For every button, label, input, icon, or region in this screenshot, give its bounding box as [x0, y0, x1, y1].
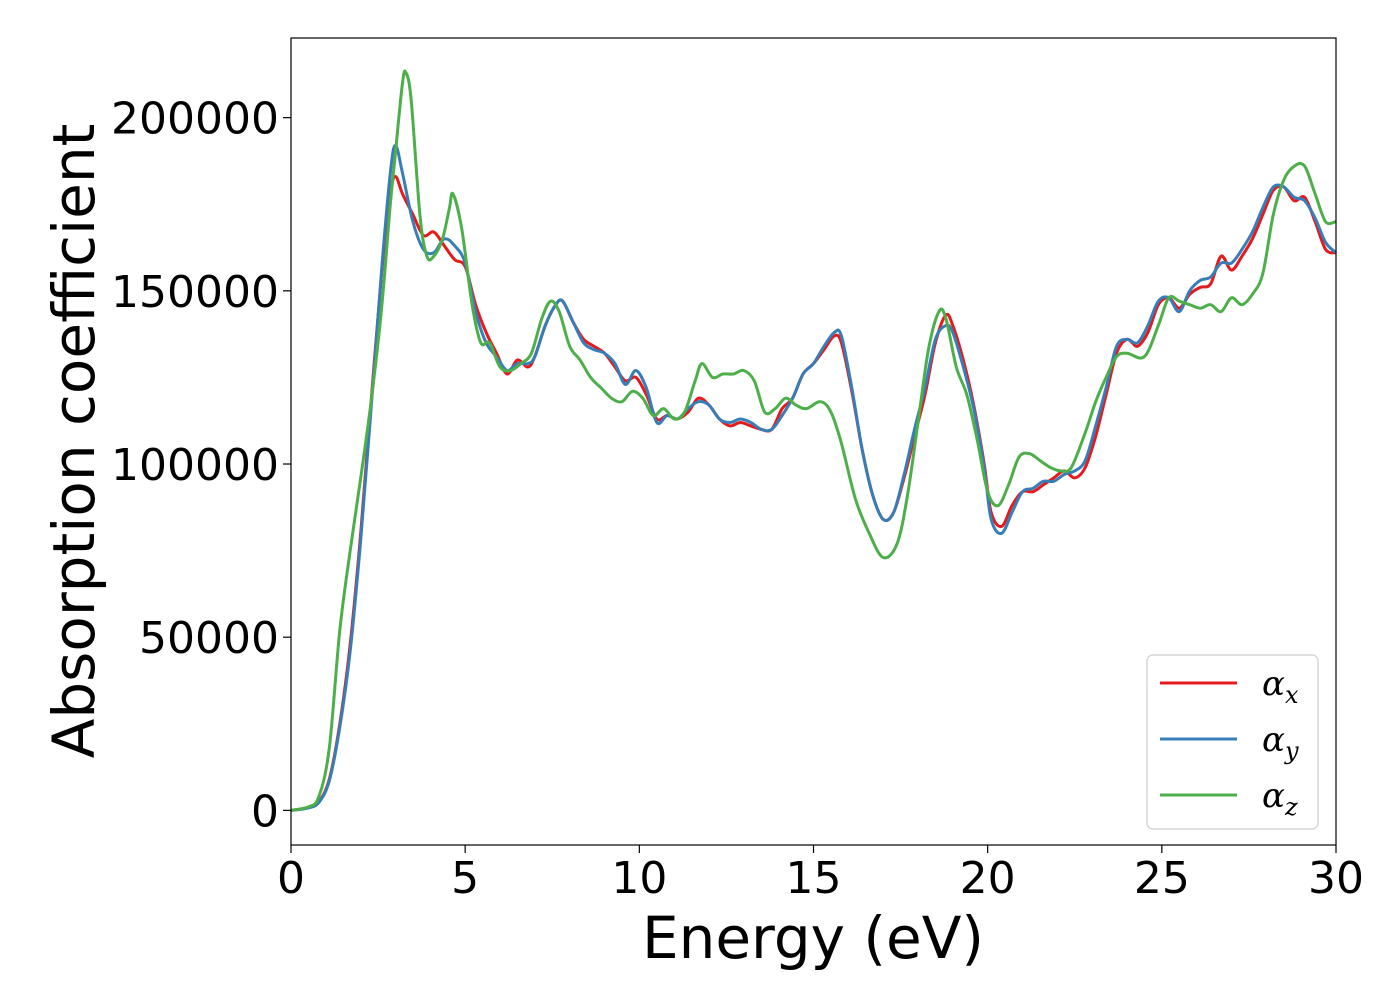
- x-tick-label: 10: [611, 853, 667, 904]
- x-tick-label: 0: [277, 853, 305, 904]
- y-axis-label: Absorption coefficient: [40, 124, 108, 759]
- y-tick-label: 100000: [111, 440, 279, 491]
- legend-box: [1146, 654, 1319, 830]
- y-tick-label: 200000: [111, 94, 279, 145]
- x-tick-label: 20: [960, 853, 1016, 904]
- x-axis-ticks: 0 5 10 15 20 25 30: [277, 845, 1364, 904]
- x-tick-label: 30: [1308, 853, 1364, 904]
- x-axis-label: Energy (eV): [642, 904, 984, 972]
- legend-entry-y-main: α: [1262, 720, 1285, 760]
- legend: αx αy αz: [1146, 654, 1319, 830]
- x-tick-label: 5: [451, 853, 479, 904]
- series-line-z: [290, 69, 1337, 812]
- legend-entry-x: αx: [1262, 664, 1299, 709]
- x-tick-label: 15: [786, 853, 842, 904]
- legend-entry-y-sub: y: [1284, 737, 1299, 765]
- legend-entry-x-main: α: [1262, 664, 1285, 704]
- series-line-y: [290, 143, 1338, 812]
- y-tick-label: 50000: [139, 613, 279, 664]
- legend-entry-z-main: α: [1262, 776, 1285, 816]
- y-tick-label: 0: [251, 786, 279, 837]
- legend-entry-y: αy: [1262, 720, 1299, 765]
- y-tick-label: 150000: [111, 267, 279, 318]
- series-group: [290, 69, 1338, 812]
- x-tick-label: 25: [1134, 853, 1190, 904]
- legend-entry-z: αz: [1262, 776, 1298, 821]
- legend-entry-z-sub: z: [1284, 793, 1298, 821]
- y-axis-ticks: 0 50000 100000 150000 200000: [111, 94, 291, 837]
- legend-entry-x-sub: x: [1285, 681, 1299, 709]
